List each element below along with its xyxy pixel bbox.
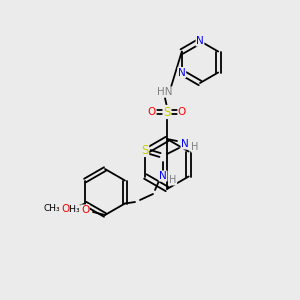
Text: CH₃: CH₃ xyxy=(44,204,60,213)
Text: HN: HN xyxy=(157,87,173,97)
Text: H: H xyxy=(169,175,177,185)
Text: O: O xyxy=(178,107,186,117)
Text: H: H xyxy=(191,142,199,152)
Text: N: N xyxy=(181,139,189,149)
Text: O: O xyxy=(61,203,69,214)
Text: N: N xyxy=(178,68,186,77)
Text: N: N xyxy=(196,36,204,46)
Text: CH₃: CH₃ xyxy=(64,206,80,214)
Text: O: O xyxy=(81,205,89,215)
Text: S: S xyxy=(163,106,171,118)
Text: O: O xyxy=(148,107,156,117)
Text: N: N xyxy=(159,171,167,181)
Text: S: S xyxy=(141,143,149,157)
